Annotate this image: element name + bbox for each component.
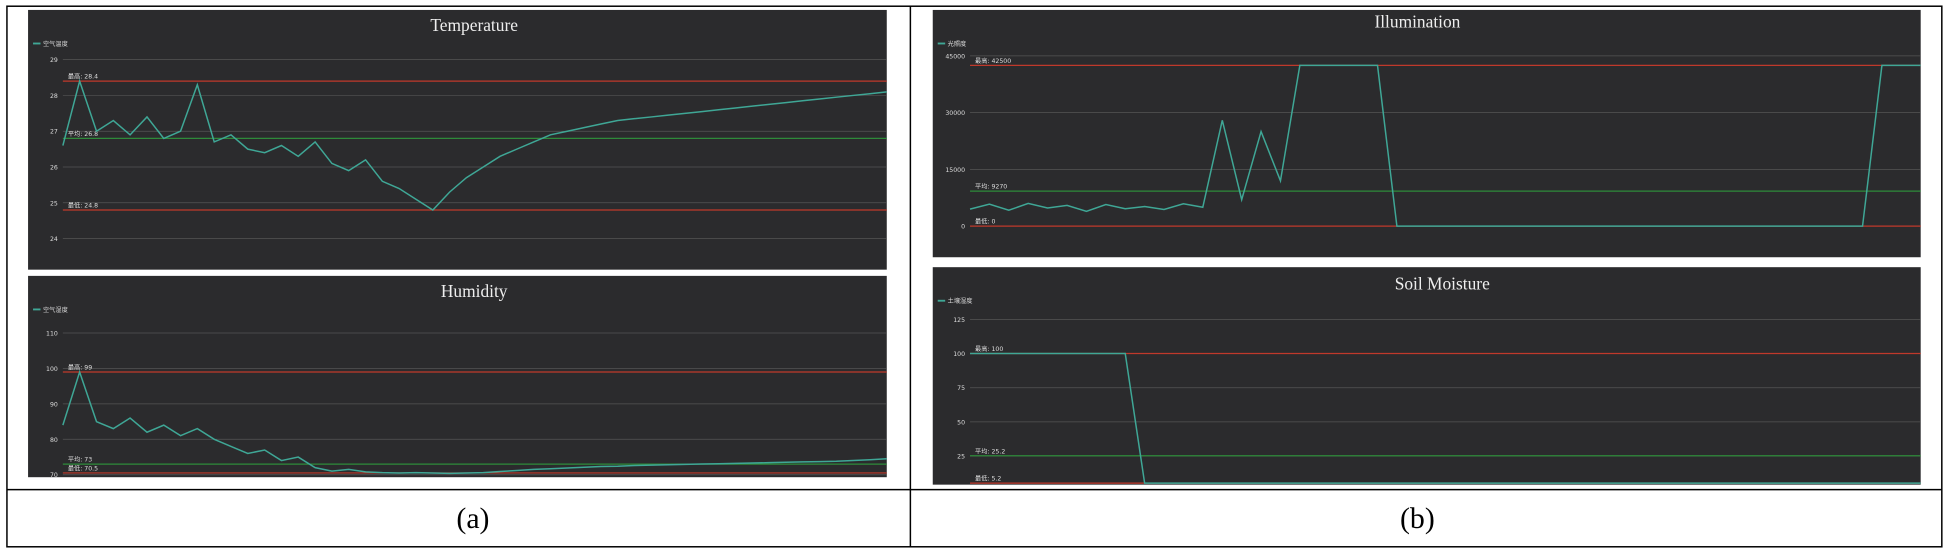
chart-panel [28, 275, 887, 478]
data-line [62, 369, 887, 475]
y-tick-label: 15000 [945, 167, 965, 174]
data-line [969, 64, 1921, 227]
y-tick-label: 30000 [945, 110, 965, 117]
reference-label: 最高: 100 [975, 345, 1003, 353]
y-tick-label: 50 [957, 419, 965, 426]
y-tick-label: 24 [50, 236, 58, 243]
y-tick-label: 70 [50, 472, 58, 479]
chart-title: Humidity [441, 282, 508, 301]
legend-label: 土壤湿度 [948, 297, 973, 305]
reference-label: 最高: 99 [68, 364, 92, 372]
y-tick-label: 45000 [945, 53, 965, 60]
y-tick-label: 29 [50, 57, 58, 64]
y-tick-label: 25 [957, 454, 965, 461]
reference-label: 平均: 9270 [975, 183, 1007, 191]
y-tick-label: 100 [46, 366, 58, 373]
reference-label: 最低: 70.5 [68, 464, 98, 472]
legend-label: 光照度 [948, 40, 967, 48]
legend-label: 空气湿度 [43, 306, 68, 314]
y-tick-label: 110 [46, 331, 58, 338]
y-tick-label: 25 [50, 200, 58, 207]
y-tick-label: 125 [953, 317, 965, 324]
reference-label: 最低: 24.8 [68, 201, 98, 209]
reference-label: 最低: 0 [975, 218, 995, 226]
y-tick-label: 0 [961, 224, 965, 231]
y-tick-label: 90 [50, 401, 58, 408]
chart-title: Illumination [1374, 12, 1460, 31]
chart-title: Soil Moisture [1395, 275, 1490, 294]
legend-label: 空气温度 [43, 40, 68, 48]
reference-label: 平均: 25.2 [975, 447, 1005, 455]
y-tick-label: 26 [50, 165, 58, 172]
reference-label: 最低: 5.2 [975, 475, 1001, 483]
y-tick-label: 75 [957, 385, 965, 392]
chart-panel [932, 9, 1921, 258]
y-tick-label: 28 [50, 93, 58, 100]
reference-label: 平均: 73 [68, 456, 92, 464]
y-tick-label: 80 [50, 437, 58, 444]
reference-label: 最高: 42500 [975, 57, 1011, 65]
y-tick-label: 27 [50, 129, 58, 136]
y-tick-label: 100 [953, 351, 965, 358]
data-line [62, 78, 887, 211]
data-line [970, 352, 1921, 484]
chart-panel [932, 267, 1921, 485]
reference-label: 最高: 28.4 [68, 73, 98, 81]
caption: (b) [1400, 502, 1435, 535]
chart-panel [28, 9, 887, 270]
reference-label: 平均: 26.8 [68, 130, 98, 138]
chart-title: Temperature [430, 16, 518, 35]
caption: (a) [456, 502, 489, 535]
